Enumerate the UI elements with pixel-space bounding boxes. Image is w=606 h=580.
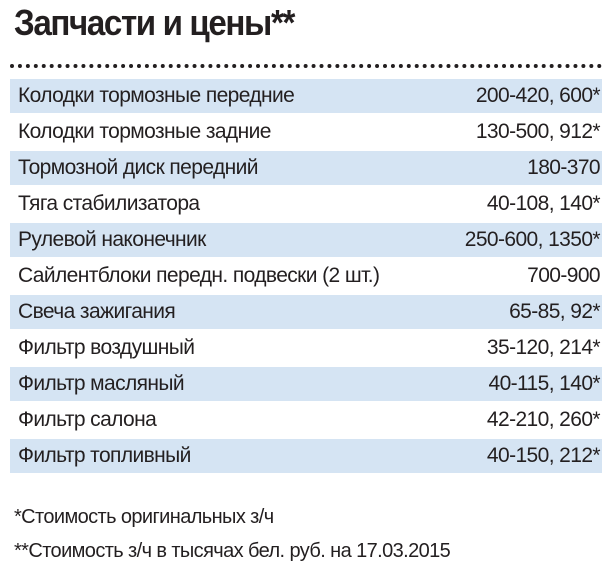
part-name: Сайлентблоки передн. подвески (2 шт.): [18, 264, 380, 287]
table-row: Фильтр воздушный 35-120, 214*: [10, 331, 602, 365]
table-row: Фильтр салона 42-210, 260*: [10, 403, 602, 437]
footnote: **Стоимость з/ч в тысячах бел. руб. на 1…: [14, 540, 451, 562]
part-price: 700-900: [527, 264, 600, 287]
part-price: 40-150, 212*: [486, 444, 601, 467]
part-price: 130-500, 912*: [475, 120, 601, 143]
part-price: 40-115, 140*: [488, 372, 600, 395]
part-name: Фильтр топливный: [18, 444, 191, 467]
part-name: Рулевой наконечник: [18, 228, 206, 251]
part-price: 42-210, 260*: [486, 408, 601, 431]
footnote: *Стоимость оригинальных з/ч: [14, 506, 274, 528]
part-price: 180-370: [527, 156, 600, 179]
table-row: Свеча зажигания 65-85, 92*: [10, 295, 602, 329]
table-row: Фильтр масляный 40-115, 140*: [10, 367, 602, 401]
part-price: 65-85, 92*: [509, 300, 601, 323]
part-name: Колодки тормозные передние: [18, 84, 295, 107]
part-price: 200-420, 600*: [475, 84, 601, 107]
dotted-rule: [10, 64, 602, 68]
table-row: Колодки тормозные задние 130-500, 912*: [10, 115, 602, 149]
part-price: 35-120, 214*: [486, 336, 601, 359]
table-row: Сайлентблоки передн. подвески (2 шт.) 700…: [10, 259, 602, 293]
part-name: Фильтр масляный: [18, 372, 185, 395]
price-table: Колодки тормозные передние 200-420, 600* К…: [10, 79, 602, 475]
table-row: Тяга стабилизатора 40-108, 140*: [10, 187, 602, 221]
table-row: Тормозной диск передний 180-370: [10, 151, 602, 185]
table-row: Рулевой наконечник 250-600, 1350*: [10, 223, 602, 257]
part-name: Колодки тормозные задние: [18, 120, 271, 143]
part-name: Тормозной диск передний: [18, 156, 258, 179]
part-name: Тяга стабилизатора: [18, 192, 200, 215]
part-price: 250-600, 1350*: [464, 228, 601, 251]
part-name: Фильтр воздушный: [18, 336, 195, 359]
part-name: Фильтр салона: [18, 408, 157, 431]
part-name: Свеча зажигания: [18, 300, 176, 323]
part-price: 40-108, 140*: [486, 192, 601, 215]
title: Запчасти и цены**: [14, 2, 295, 43]
table-row: Колодки тормозные передние 200-420, 600*: [10, 79, 602, 113]
table-row: Фильтр топливный 40-150, 212*: [10, 439, 602, 473]
